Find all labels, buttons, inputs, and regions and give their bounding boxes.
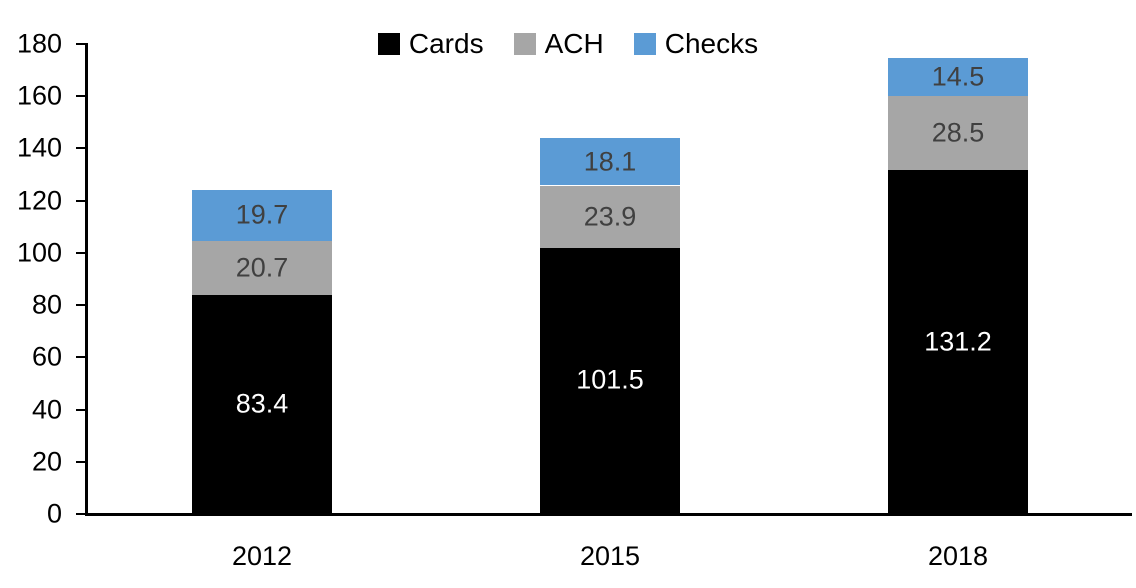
y-axis-tick-label: 180: [16, 28, 62, 59]
bar-segment-checks-2015: [540, 138, 680, 185]
bar-value-label: 83.4: [235, 388, 289, 419]
bar-value-label: 28.5: [931, 117, 985, 148]
bar-segment-cards-2018: [888, 170, 1028, 513]
y-axis-tick: [76, 461, 85, 463]
bar-segment-checks-2012: [192, 190, 332, 241]
y-axis-tick-label: 40: [31, 394, 62, 425]
bar-value-label: 131.2: [924, 326, 992, 357]
bar-value-label: 101.5: [576, 364, 644, 395]
y-axis-tick: [76, 304, 85, 306]
bar-value-label: 19.7: [235, 199, 289, 230]
x-axis-line: [85, 513, 1132, 516]
y-axis-tick-label: 80: [31, 289, 62, 320]
y-axis-tick: [76, 147, 85, 149]
y-axis-tick: [76, 95, 85, 97]
y-axis-tick: [76, 200, 85, 202]
y-axis-tick-label: 100: [16, 237, 62, 268]
x-axis-category-label: 2012: [231, 541, 293, 571]
y-axis-tick: [76, 43, 85, 45]
y-axis-tick-label: 140: [16, 132, 62, 163]
y-axis-tick: [76, 409, 85, 411]
bar-value-label: 20.7: [235, 252, 289, 283]
y-axis-tick-label: 120: [16, 185, 62, 216]
y-axis-tick-label: 20: [31, 446, 62, 477]
y-axis-tick: [76, 513, 85, 515]
bar-segment-checks-2018: [888, 58, 1028, 96]
y-axis-tick-label: 0: [46, 498, 62, 529]
bar-segment-cards-2012: [192, 295, 332, 513]
bar-value-label: 14.5: [931, 61, 985, 92]
bar-value-label: 23.9: [583, 201, 637, 232]
bar-value-label: 18.1: [583, 146, 637, 177]
bar-segment-ach-2012: [192, 241, 332, 295]
y-axis-tick-label: 60: [31, 341, 62, 372]
bar-segment-ach-2015: [540, 186, 680, 248]
x-axis-category-label: 2018: [927, 541, 989, 571]
bar-segment-ach-2018: [888, 96, 1028, 170]
y-axis-tick: [76, 356, 85, 358]
y-axis-tick: [76, 252, 85, 254]
bar-segment-cards-2015: [540, 248, 680, 513]
y-axis-tick-label: 160: [16, 80, 62, 111]
y-axis-line: [85, 43, 88, 516]
x-axis-category-label: 2015: [579, 541, 641, 571]
